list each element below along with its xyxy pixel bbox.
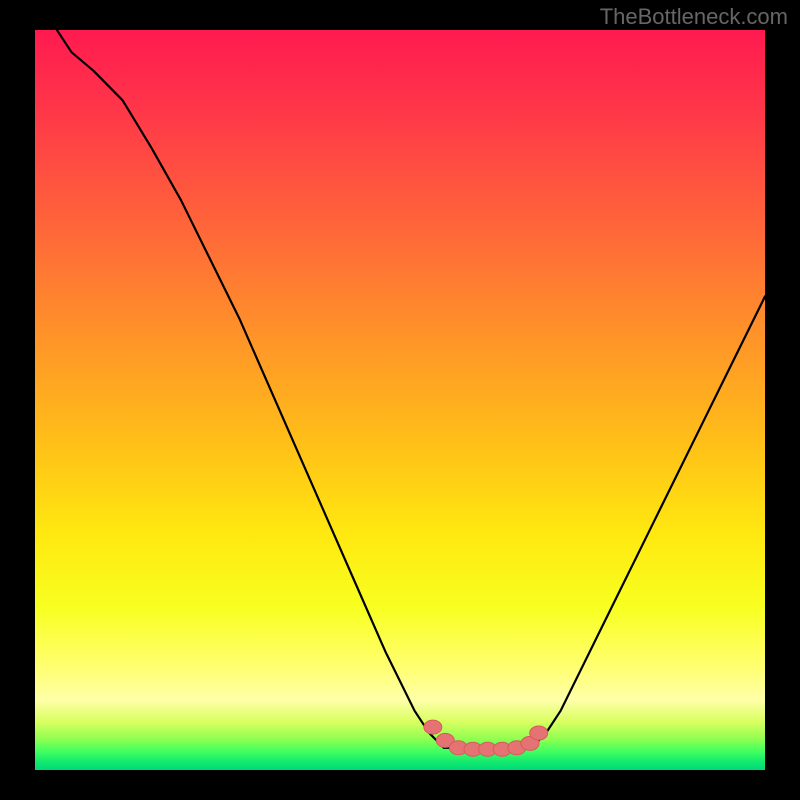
gradient-background bbox=[35, 30, 765, 770]
watermark-text: TheBottleneck.com bbox=[600, 4, 788, 30]
curve-marker bbox=[424, 720, 442, 734]
bottleneck-curve-chart bbox=[0, 0, 800, 800]
chart-container: TheBottleneck.com bbox=[0, 0, 800, 800]
curve-marker bbox=[530, 726, 548, 740]
